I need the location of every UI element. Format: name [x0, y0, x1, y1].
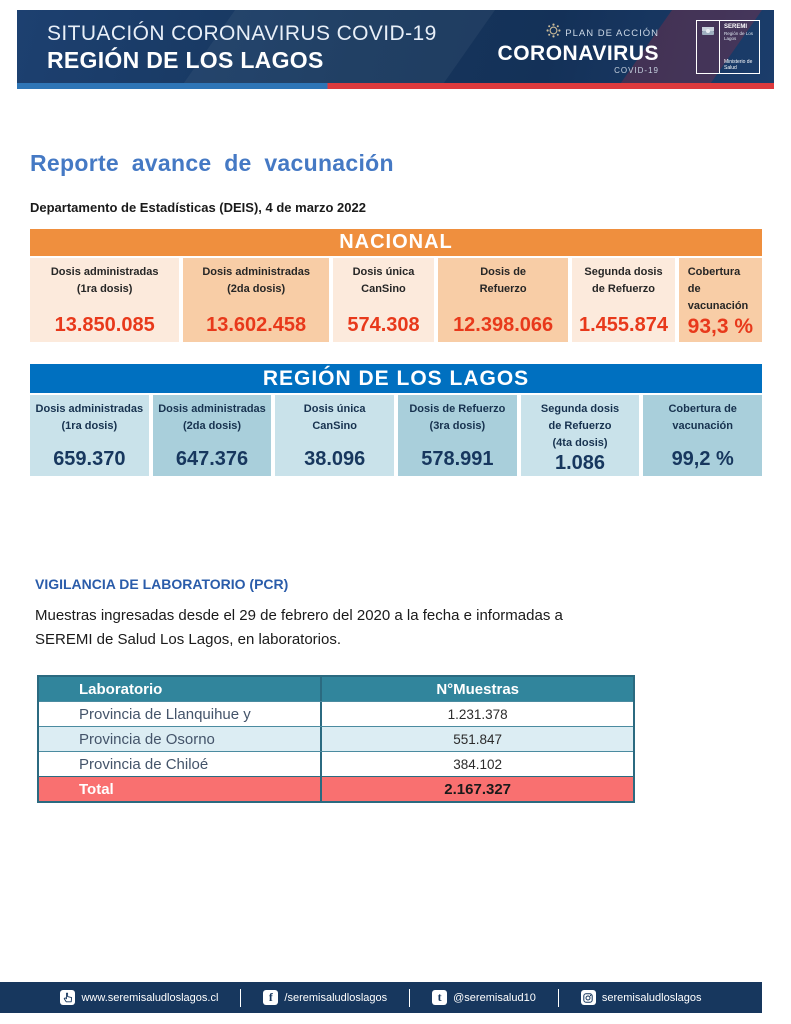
footer-facebook-link[interactable]: f /seremisaludloslagos [241, 990, 409, 1005]
national-col-label: Dosis administradas (1ra dosis) [50, 266, 159, 296]
region-col-label: Segunda dosis de Refuerzo (4ta dosis) [540, 403, 620, 450]
footer-divider [409, 988, 411, 1007]
region-col-value: 647.376 [175, 448, 249, 470]
page-title: Reporte avance de vacunación [30, 150, 394, 176]
footer-twitter-link[interactable]: t @seremisalud10 [410, 990, 558, 1005]
national-col-refuerzo: Dosis de Refuerzo 12.398.066 [437, 258, 569, 342]
footer-divider [240, 988, 242, 1007]
national-col-label: Dosis única CanSino [352, 266, 415, 296]
national-table-columns: Dosis administradas (1ra dosis) 13.850.0… [30, 258, 762, 342]
twitter-icon: t [432, 990, 448, 1005]
lab-row-value: 551.847 [453, 731, 503, 747]
hand-cursor-icon [60, 990, 76, 1005]
national-col-label: Dosis administradas (2da dosis) [202, 266, 310, 296]
footer-facebook-label: /seremisaludloslagos [284, 991, 388, 1004]
virus-icon [546, 23, 561, 43]
footer-instagram-link[interactable]: seremisaludloslagos [559, 990, 724, 1005]
footer-instagram-label: seremisaludloslagos [601, 991, 702, 1004]
national-col-segunda-refuerzo: Segunda dosis de Refuerzo 1.455.874 [572, 258, 675, 342]
chile-coat-of-arms-icon [697, 21, 720, 73]
footer-website-label: www.seremisaludloslagos.cl [81, 991, 219, 1004]
footer-social-bar: www.seremisaludloslagos.cl f /seremisalu… [0, 982, 762, 1013]
national-col-cobertura: Cobertura de vacunación 93,3 % [678, 258, 762, 342]
header-region-title: REGIÓN DE LOS LAGOS [47, 47, 324, 73]
national-col-value: 13.850.085 [54, 314, 155, 336]
seremi-title: SEREMI [724, 24, 748, 30]
region-col-label: Dosis administradas (2da dosis) [158, 403, 266, 433]
seremi-ministry-logo: SEREMI Región de Los Lagos Ministerio de… [696, 20, 760, 74]
coronavirus-brand: CORONAVIRUS [497, 42, 659, 65]
region-col-1ra-dosis: Dosis administradas (1ra dosis) 659.370 [30, 395, 149, 476]
region-col-value: 659.370 [53, 448, 126, 470]
region-col-value: 1.086 [554, 452, 606, 475]
ministry-of-health-label: Ministerio de Salud [724, 59, 753, 71]
national-table-title: NACIONAL [30, 229, 762, 256]
header-banner: SITUACIÓN CORONAVIRUS COVID-19 REGIÓN DE… [17, 10, 774, 83]
table-row: Provincia de Llanquihue y 1.231.378 [39, 701, 633, 726]
footer-divider [557, 988, 559, 1007]
lab-surveillance-heading: VIGILANCIA DE LABORATORIO (PCR) [35, 576, 289, 592]
region-col-label: Dosis única CanSino [303, 403, 366, 433]
region-col-label: Dosis administradas (1ra dosis) [35, 403, 144, 433]
national-col-value: 12.398.066 [453, 314, 554, 336]
lab-header-laboratorio: Laboratorio [39, 677, 323, 701]
plan-de-accion-label: PLAN DE ACCIÓN [565, 27, 659, 39]
region-col-cobertura: Cobertura de vacunación 99,2 % [643, 395, 763, 476]
lab-samples-table: Laboratorio N°Muestras Provincia de Llan… [37, 675, 635, 803]
region-col-2da-dosis: Dosis administradas (2da dosis) 647.376 [152, 395, 272, 476]
instagram-icon [580, 990, 596, 1005]
national-col-value: 1.455.874 [579, 314, 668, 336]
seremi-region-label: Región de Los Lagos [724, 31, 754, 41]
national-col-label: Dosis de Refuerzo [479, 266, 527, 296]
national-col-value: 574.308 [347, 314, 420, 336]
footer-website-link[interactable]: www.seremisaludloslagos.cl [38, 990, 240, 1005]
region-col-label: Cobertura de vacunación [668, 403, 737, 433]
lab-total-value: 2.167.327 [444, 780, 512, 798]
header-titles: SITUACIÓN CORONAVIRUS COVID-19 REGIÓN DE… [47, 22, 437, 74]
national-col-value: 13.602.458 [206, 314, 307, 336]
header-situation-title: SITUACIÓN CORONAVIRUS COVID-19 [47, 22, 437, 45]
region-vaccination-table: REGIÓN DE LOS LAGOS Dosis administradas … [30, 364, 763, 476]
blue-red-accent-bar [17, 83, 774, 89]
region-col-value: 99,2 % [671, 448, 734, 470]
region-col-label: Dosis de Refuerzo (3ra dosis) [409, 403, 506, 433]
report-date-line: Departamento de Estadísticas (DEIS), 4 d… [30, 200, 366, 215]
region-col-segunda-refuerzo-4ta: Segunda dosis de Refuerzo (4ta dosis) 1.… [520, 395, 640, 476]
table-row: Provincia de Osorno 551.847 [39, 726, 633, 751]
lab-row-label: Provincia de Osorno [39, 727, 323, 751]
lab-row-label: Provincia de Chiloé [39, 752, 323, 776]
national-col-value: 93,3 % [687, 315, 754, 339]
region-col-cansino: Dosis única CanSino 38.096 [275, 395, 395, 476]
lab-row-value: 1.231.378 [447, 706, 508, 722]
lab-row-label: Provincia de Llanquihue y [39, 702, 323, 726]
lab-table-header-row: Laboratorio N°Muestras [39, 677, 633, 701]
region-col-value: 38.096 [304, 448, 366, 470]
national-col-cansino: Dosis única CanSino 574.308 [332, 258, 434, 342]
region-table-title: REGIÓN DE LOS LAGOS [30, 364, 762, 393]
national-col-label: Segunda dosis de Refuerzo [584, 266, 663, 296]
lab-header-nmuestras: N°Muestras [436, 680, 520, 698]
region-col-value: 578.991 [421, 448, 494, 470]
footer-twitter-label: @seremisalud10 [453, 991, 536, 1004]
lab-total-label: Total [39, 777, 323, 801]
national-col-label: Cobertura de vacunación [687, 266, 749, 313]
national-col-1ra-dosis: Dosis administradas (1ra dosis) 13.850.0… [30, 258, 180, 342]
lab-surveillance-paragraph: Muestras ingresadas desde el 29 de febre… [35, 607, 563, 648]
lab-total-row: Total 2.167.327 [39, 776, 633, 801]
coronavirus-plan-logo: PLAN DE ACCIÓN CORONAVIRUS COVID-19 [498, 23, 659, 75]
table-row: Provincia de Chiloé 384.102 [39, 751, 633, 776]
lab-row-value: 384.102 [453, 756, 503, 772]
national-vaccination-table: NACIONAL Dosis administradas (1ra dosis)… [30, 229, 762, 342]
region-table-columns: Dosis administradas (1ra dosis) 659.370 … [30, 395, 763, 476]
covid19-sublabel: COVID-19 [614, 66, 659, 76]
national-col-2da-dosis: Dosis administradas (2da dosis) 13.602.4… [183, 258, 329, 342]
region-col-refuerzo-3ra: Dosis de Refuerzo (3ra dosis) 578.991 [398, 395, 517, 476]
seremi-text-block: SEREMI Región de Los Lagos Ministerio de… [720, 21, 759, 73]
facebook-icon: f [263, 990, 279, 1005]
